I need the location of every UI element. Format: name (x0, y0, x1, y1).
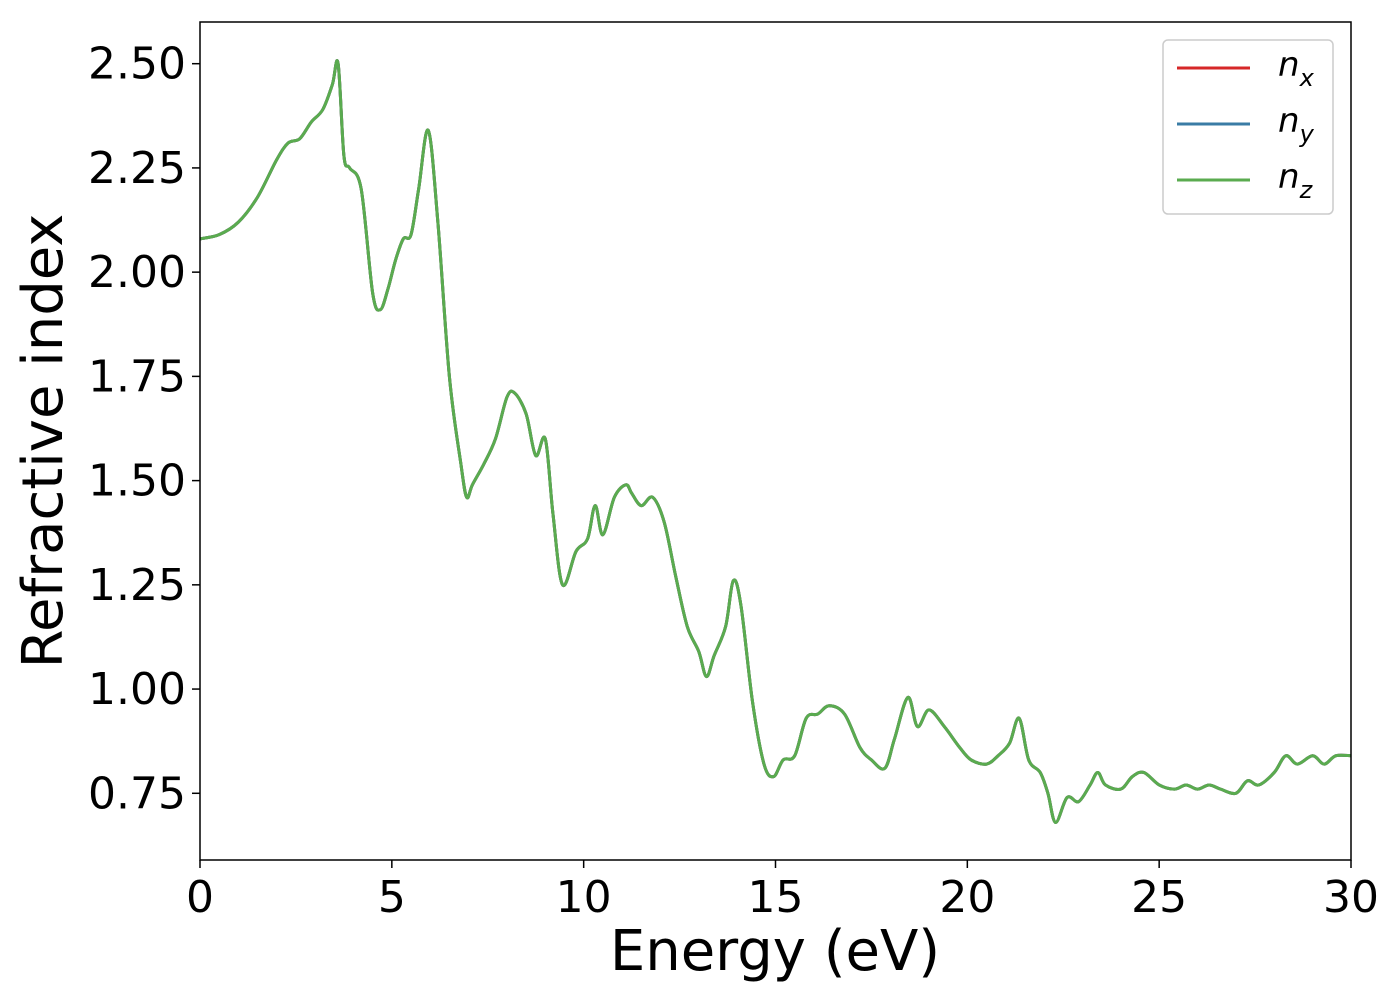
y-tick-label: 1.75 (88, 351, 186, 402)
legend: nx ny nz (1162, 39, 1334, 215)
x-tick-label: 0 (186, 872, 214, 923)
series-layer (199, 59, 1352, 824)
legend-label-nz: nz (1278, 157, 1314, 204)
x-tick-label: 30 (1323, 872, 1379, 923)
y-tick-label: 2.25 (88, 143, 186, 194)
legend-label-nx: nx (1278, 45, 1315, 92)
y-tick-label: 1.50 (88, 456, 186, 507)
x-tick-label: 5 (378, 872, 406, 923)
x-axis-title: Energy (eV) (610, 919, 940, 984)
x-tick-label: 15 (748, 872, 804, 923)
plot-background (200, 22, 1351, 860)
x-tick-label: 20 (939, 872, 995, 923)
legend-label-ny: ny (1278, 101, 1315, 148)
y-axis-ticks: 0.75 1.00 1.25 1.50 1.75 2.00 2.25 2.50 (88, 39, 200, 819)
x-tick-label: 10 (556, 872, 612, 923)
y-tick-label: 1.00 (88, 664, 186, 715)
x-axis-ticks: 0 5 10 15 20 25 30 (186, 860, 1379, 923)
y-tick-label: 2.00 (88, 247, 186, 298)
legend-frame (1162, 39, 1334, 215)
y-tick-label: 0.75 (88, 768, 186, 819)
y-tick-label: 1.25 (88, 560, 186, 611)
y-axis-title: Refractive index (11, 214, 76, 669)
x-tick-label: 25 (1131, 872, 1187, 923)
series-line-nz (199, 59, 1352, 824)
y-tick-label: 2.50 (88, 39, 186, 90)
